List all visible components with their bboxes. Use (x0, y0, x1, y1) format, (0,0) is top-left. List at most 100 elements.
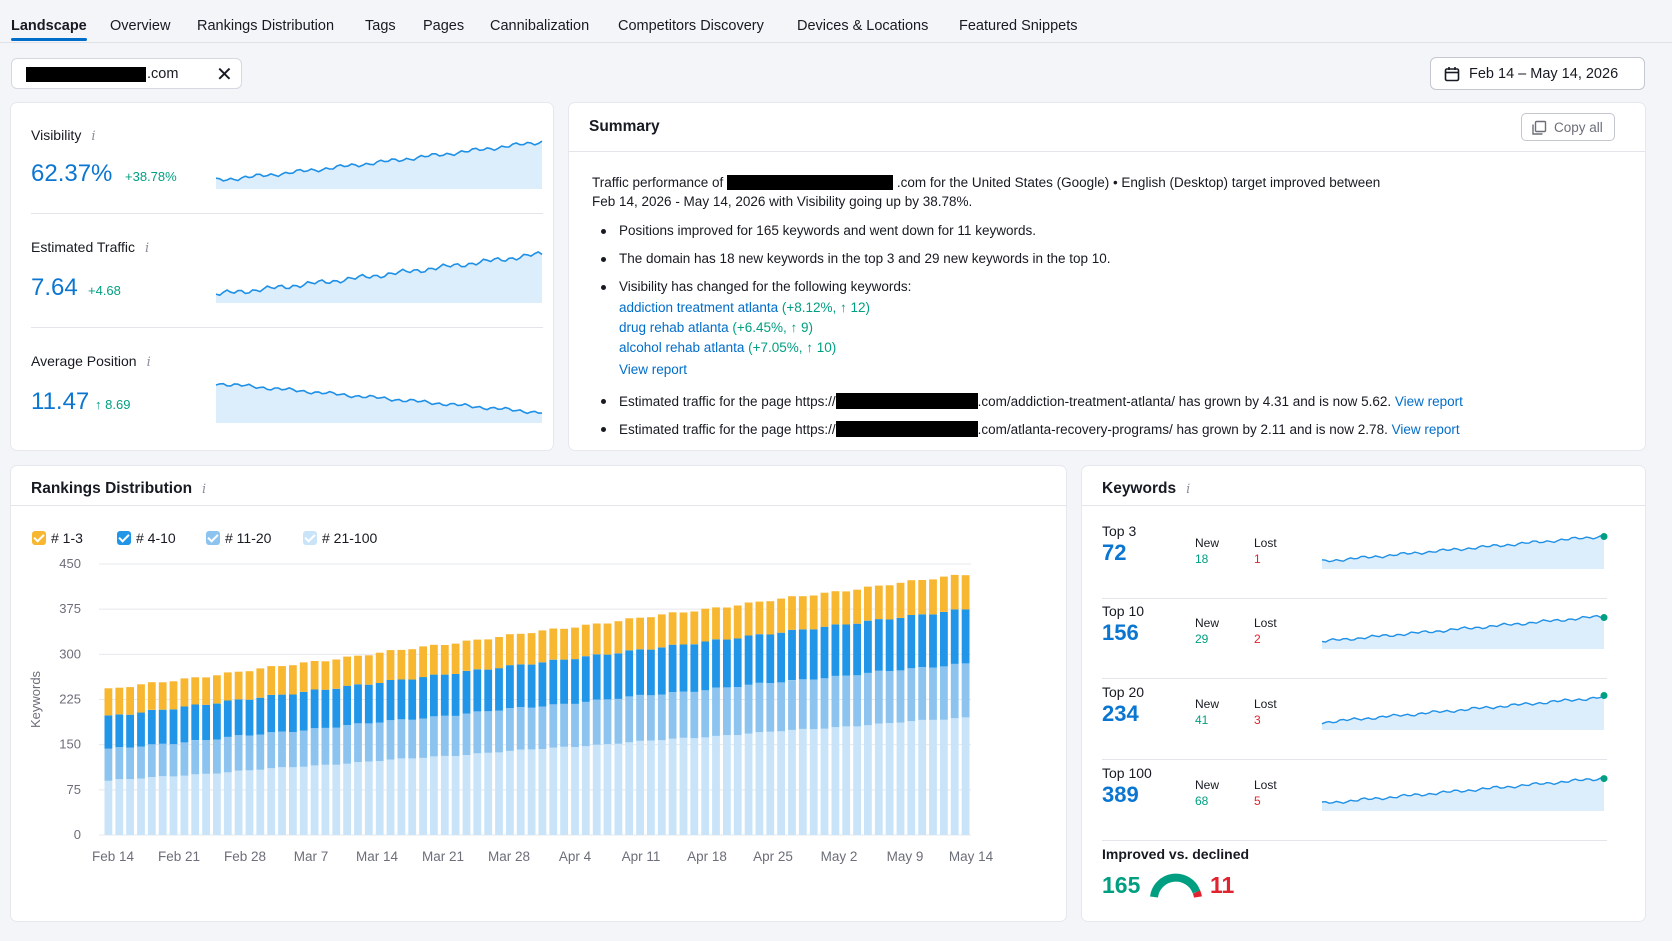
bar-segment (603, 744, 612, 835)
bar-segment (354, 684, 362, 724)
view-report-link[interactable]: View report (619, 362, 688, 377)
keywords-top-3-block[interactable]: Top 3 72 New 18 Lost 1 (1102, 523, 1608, 599)
bar-segment (864, 672, 872, 726)
bar-stack (744, 602, 753, 835)
bar-stack (408, 649, 417, 835)
x-tick-label: Mar 7 (294, 849, 329, 864)
info-icon[interactable]: i (91, 129, 96, 144)
bar-segment (679, 691, 688, 738)
bar-segment (245, 735, 254, 771)
bar-stack (896, 582, 905, 835)
bar-segment (950, 574, 959, 610)
tab-landscape[interactable]: Landscape (11, 18, 87, 34)
bar-segment (820, 592, 829, 627)
bar-segment (213, 773, 221, 835)
tab-competitors-discovery[interactable]: Competitors Discovery (618, 18, 764, 34)
keyword-link-addiction-treatment[interactable]: addiction treatment atlanta (619, 300, 779, 315)
bar-stack (364, 655, 373, 835)
bar-segment (386, 720, 395, 760)
tab-cannibalization[interactable]: Cannibalization (490, 18, 590, 34)
tab-devices-locations[interactable]: Devices & Locations (797, 18, 929, 34)
bar-stack (647, 617, 655, 835)
bar-stack (213, 675, 221, 835)
legend-top-3[interactable]: # 1-3 (32, 530, 83, 546)
info-icon[interactable]: i (1186, 482, 1191, 497)
keyword-link-alcohol-rehab[interactable]: alcohol rehab atlanta (619, 340, 745, 355)
x-tick-label: Apr 11 (622, 849, 661, 864)
bar-segment (918, 580, 927, 615)
divider (31, 327, 543, 328)
bar-segment (158, 776, 167, 835)
bar-stack (386, 650, 395, 835)
date-range-button[interactable]: Feb 14 – May 14, 2026 (1430, 57, 1645, 90)
bar-segment (180, 706, 189, 743)
bar-stack (289, 665, 297, 835)
x-tick-label: Feb 21 (158, 849, 200, 864)
bar-segment (636, 694, 644, 741)
tab-featured-snippets[interactable]: Featured Snippets (959, 18, 1078, 34)
bar-segment (234, 699, 243, 736)
bar-stack (397, 649, 406, 835)
bar-segment (733, 638, 742, 688)
bar-segment (462, 671, 471, 714)
bar-stack (701, 608, 710, 835)
view-report-link[interactable]: View report (1391, 422, 1460, 437)
view-report-link[interactable]: View report (1394, 394, 1463, 409)
bar-segment (842, 675, 851, 727)
keywords-top-10-block[interactable]: Top 10 156 New 29 Lost 2 (1102, 603, 1608, 679)
bar-segment (440, 674, 449, 716)
x-tick-label: May 2 (821, 849, 858, 864)
legend-top-11-20[interactable]: # 11-20 (206, 530, 271, 546)
tab-rankings-distribution[interactable]: Rankings Distribution (197, 18, 335, 34)
bar-segment (896, 670, 905, 723)
keywords-top-20-block[interactable]: Top 20 234 New 41 Lost 3 (1102, 684, 1608, 760)
checkbox-checked-icon (206, 531, 220, 545)
legend-top-4-10[interactable]: # 4-10 (117, 530, 176, 546)
keyword-link-drug-rehab[interactable]: drug rehab atlanta (619, 320, 729, 335)
visibility-sparkline (215, 140, 543, 189)
tab-overview[interactable]: Overview (110, 18, 171, 34)
bar-segment (798, 679, 807, 729)
keywords-top-100-block[interactable]: Top 100 389 New 68 Lost 5 (1102, 765, 1608, 841)
kw-lost-label: Lost (1254, 697, 1277, 711)
bar-segment (527, 707, 536, 750)
bar-segment (766, 634, 775, 684)
kw-lost-value: 5 (1254, 794, 1261, 808)
bar-segment (690, 611, 699, 645)
info-icon[interactable]: i (202, 482, 207, 497)
bar-segment (158, 709, 167, 744)
bar-segment (430, 644, 438, 675)
copy-all-button[interactable]: Copy all (1521, 113, 1615, 141)
divider (1102, 840, 1607, 841)
bar-segment (104, 748, 113, 781)
close-icon[interactable]: ✕ (216, 64, 233, 86)
x-tick-label: May 9 (887, 849, 924, 864)
bar-segment (853, 726, 861, 835)
summary-bullet-visibility: Visibility has changed for the following… (619, 279, 912, 294)
info-icon[interactable]: i (146, 355, 151, 370)
bar-segment (885, 671, 894, 723)
bar-segment (126, 779, 134, 835)
bar-segment (419, 718, 427, 758)
domain-filter-chip[interactable]: .com ✕ (11, 58, 242, 89)
bullet-dot (601, 229, 606, 234)
bar-segment (397, 719, 406, 759)
bar-segment (831, 675, 840, 728)
info-icon[interactable]: i (145, 241, 150, 256)
tab-tags[interactable]: Tags (365, 18, 396, 34)
bar-segment (614, 653, 623, 699)
kw-value: 234 (1102, 701, 1139, 726)
legend-top-21-100[interactable]: # 21-100 (303, 530, 377, 546)
tab-pages[interactable]: Pages (423, 18, 465, 34)
bar-stack (853, 589, 861, 835)
bar-segment (788, 680, 796, 730)
bar-segment (104, 780, 113, 835)
bar-segment (430, 716, 438, 757)
sparkline-end-dot (1600, 614, 1608, 622)
bar-segment (332, 727, 341, 765)
x-tick-label: Mar 21 (422, 849, 464, 864)
bar-stack (169, 681, 178, 835)
bar-stack (940, 576, 948, 835)
bullet-dot (601, 427, 606, 432)
bar-segment (874, 723, 883, 835)
